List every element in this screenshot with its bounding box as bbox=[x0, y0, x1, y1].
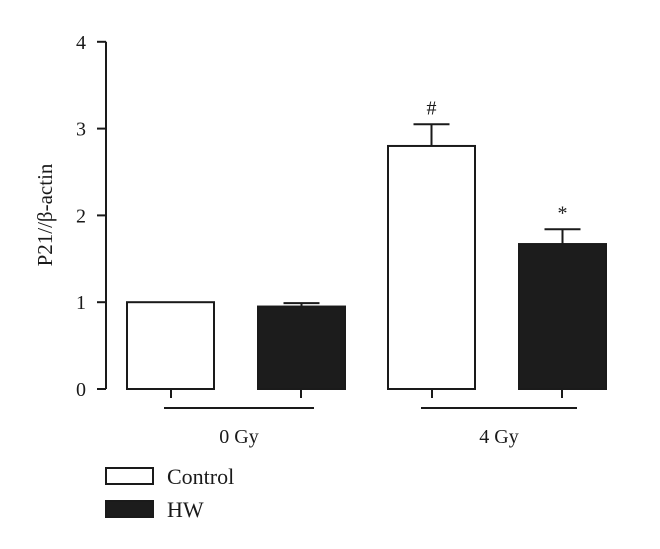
y-axis-label: P21//β-actin bbox=[33, 163, 57, 266]
y-tick-label: 3 bbox=[76, 119, 86, 141]
x-group-label: 0 Gy bbox=[219, 426, 258, 448]
y-tick-label: 2 bbox=[76, 205, 86, 227]
legend-label: Control bbox=[167, 464, 234, 489]
legend-item: Control bbox=[105, 464, 234, 489]
y-tick-label: 0 bbox=[76, 379, 86, 401]
x-axis: 0 Gy 4 Gy bbox=[164, 389, 577, 448]
legend-label: HW bbox=[167, 497, 204, 522]
significance-annotation: * bbox=[558, 202, 568, 224]
y-axis: 0 1 2 3 4 bbox=[76, 32, 107, 401]
bar-control bbox=[387, 144, 476, 390]
y-tick-label: 1 bbox=[76, 292, 86, 314]
x-group-label: 4 Gy bbox=[479, 426, 518, 448]
bars: #* bbox=[126, 97, 607, 391]
significance-annotation: # bbox=[427, 97, 437, 119]
bar-control bbox=[126, 301, 215, 391]
legend-item: HW bbox=[105, 497, 204, 522]
legend-swatch bbox=[105, 467, 154, 485]
legend: Control HW bbox=[105, 464, 234, 522]
bar-hw bbox=[257, 305, 346, 391]
y-tick-label: 4 bbox=[76, 32, 86, 54]
legend-swatch bbox=[105, 500, 154, 518]
bar-hw bbox=[518, 243, 607, 390]
